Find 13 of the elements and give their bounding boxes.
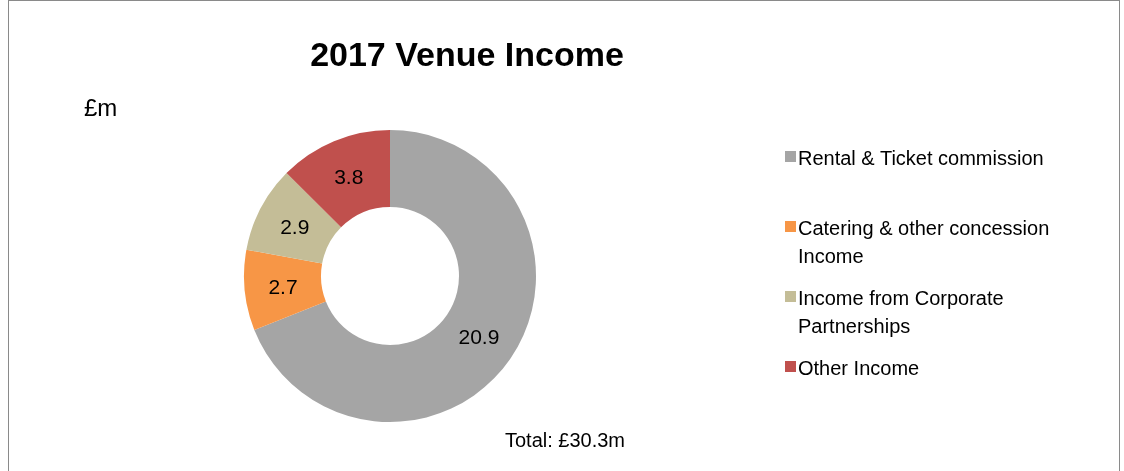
data-label: 20.9 [458,324,500,348]
text: Total: £30.3m [504,429,626,451]
text: £m [84,94,118,121]
legend-label: Other Income [798,357,920,379]
donut-slice [244,249,326,330]
legend-label: Catering & other concession Income [798,217,1050,267]
donut-slice [254,130,536,422]
data-label: 3.8 [334,165,364,189]
data-label: 2.9 [280,214,310,238]
legend-label: Income from Corporate Partnerships [798,287,1004,337]
data-label: 2.7 [268,275,298,299]
legend-label: Rental & Ticket commission [798,147,1044,169]
chart-title: 2017 Venue Income [310,35,624,73]
